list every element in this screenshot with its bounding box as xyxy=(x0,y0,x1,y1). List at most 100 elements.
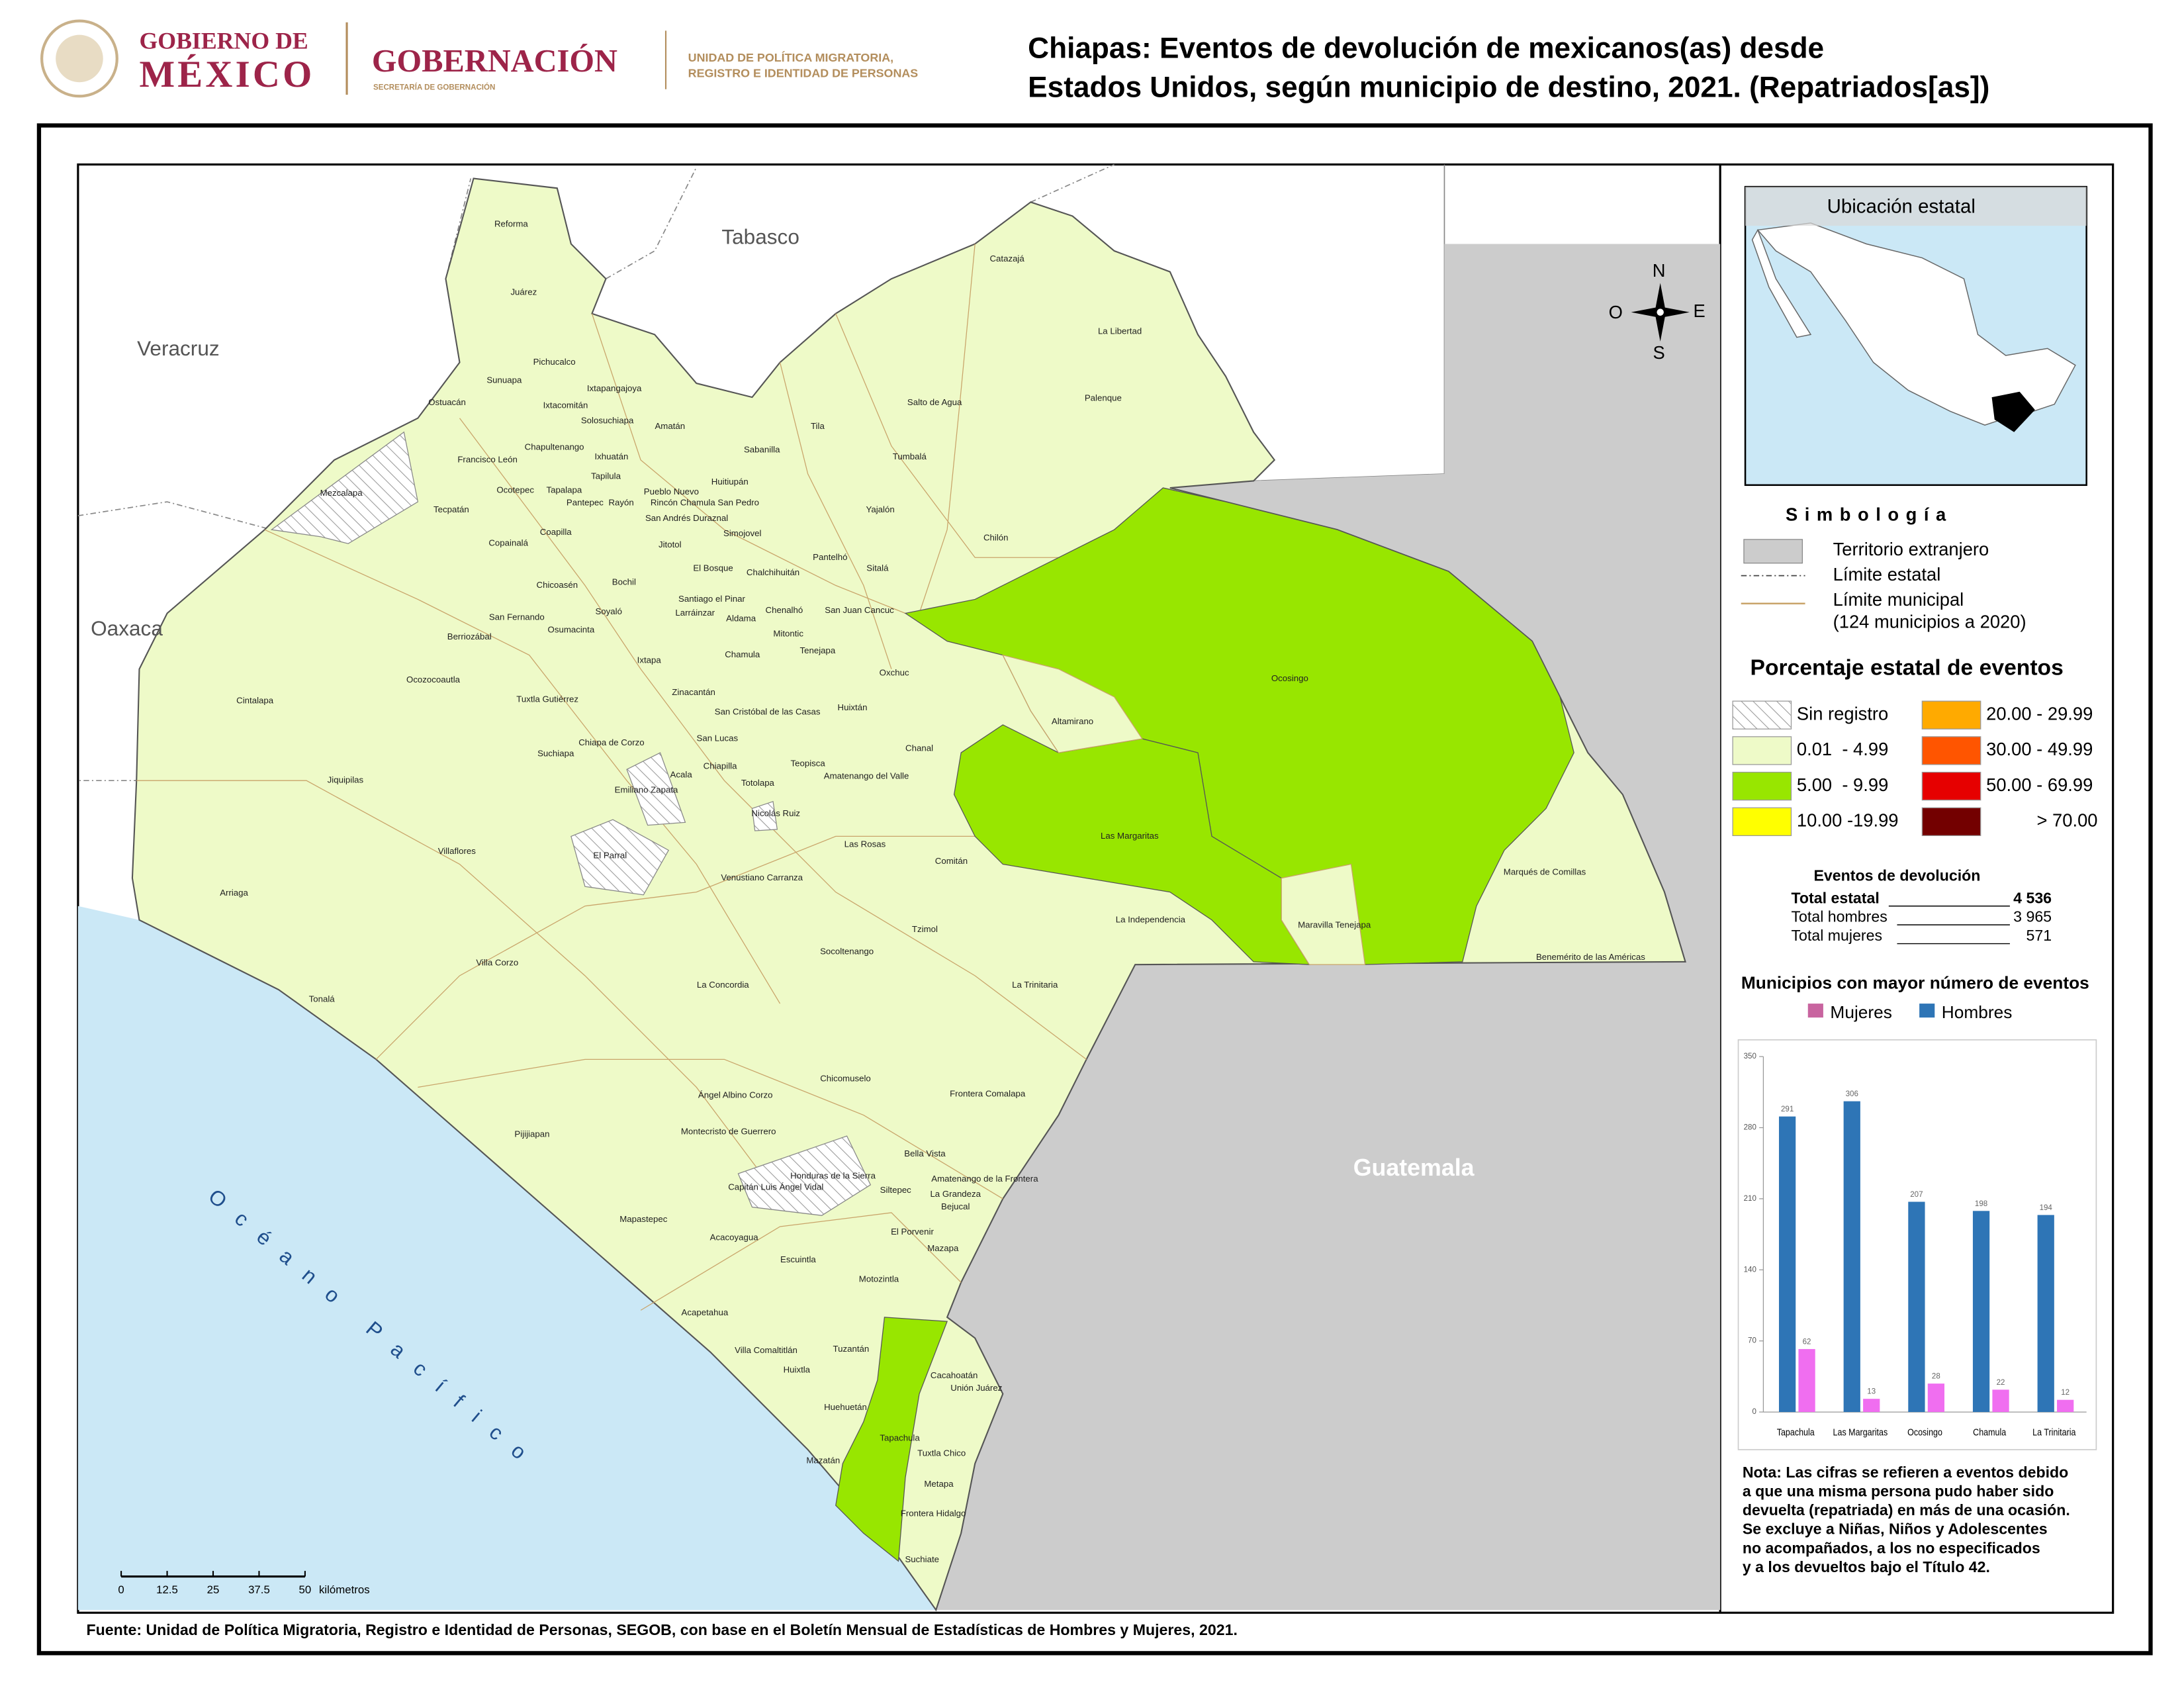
note-line: y a los devueltos bajo el Título 42. xyxy=(1743,1558,1990,1575)
chart-title: Municipios con mayor número de eventos xyxy=(1741,973,2089,993)
municipality-label: Altamirano xyxy=(1052,716,1093,726)
source: Fuente: Unidad de Política Migratoria, R… xyxy=(86,1621,1237,1638)
y-tick-label: 70 xyxy=(1748,1337,1756,1345)
municipality-label: Tapachula xyxy=(880,1433,920,1443)
emblem-core xyxy=(56,34,103,83)
municipality-label: Socoltenango xyxy=(820,947,874,957)
municipality-label: Solosuchiapa xyxy=(581,415,634,425)
municipality-label: Reforma xyxy=(494,219,528,229)
totals-title: Eventos de devolución xyxy=(1813,867,1980,884)
scale-unit: kilómetros xyxy=(319,1583,370,1596)
municipal-limit xyxy=(418,1058,1003,1199)
bar xyxy=(1843,1101,1860,1413)
y-tick-label: 0 xyxy=(1752,1408,1756,1416)
municipality-label: Chapultenango xyxy=(525,442,584,451)
class-swatch xyxy=(1921,807,1981,836)
no-record-area xyxy=(626,752,686,826)
municipality-label: Escuintla xyxy=(780,1254,816,1264)
municipality-label: Sitalá xyxy=(866,563,889,573)
municipal-limit xyxy=(919,244,976,614)
inset-title: Ubicación estatal xyxy=(1827,196,1976,218)
municipality-label: San Cristóbal de las Casas xyxy=(715,707,821,717)
bar xyxy=(1972,1211,1990,1413)
class-area xyxy=(835,1317,948,1562)
municipality-label: Palenque xyxy=(1085,393,1122,403)
class-label: 30.00 - 49.99 xyxy=(1986,739,2093,759)
ocean xyxy=(77,906,936,1611)
municipality-label: Ostuacán xyxy=(428,397,466,407)
municipality-label: Zinacantán xyxy=(672,687,715,697)
municipality-label: Tenejapa xyxy=(800,645,836,655)
municipality-label: Cintalapa xyxy=(236,696,274,706)
municipality-label: El Porvenir xyxy=(891,1227,934,1237)
municipality-label: Bejucal xyxy=(941,1201,970,1211)
municipality-label: Tzimol xyxy=(912,924,938,934)
municipality-label: Coapilla xyxy=(540,527,572,537)
municipality-label: Huitiupán xyxy=(711,477,749,487)
municipality-label: Osumacinta xyxy=(548,624,595,634)
municipality-label: Simojovel xyxy=(723,528,761,538)
scale-label: 0 xyxy=(118,1583,124,1596)
municipality-label: Pantepec xyxy=(567,498,604,508)
municipality-label: Pantelhó xyxy=(813,552,847,562)
country-label: Guatemala xyxy=(1353,1154,1475,1181)
municipality-label: Huixtla xyxy=(784,1364,811,1374)
municipality-label: Pichucalco xyxy=(533,357,576,367)
municipality-label: Las Margaritas xyxy=(1101,831,1159,841)
municipality-label: La Grandeza xyxy=(930,1189,981,1199)
bar xyxy=(1863,1399,1880,1413)
municipality-label: Mazatán xyxy=(806,1455,840,1465)
municipality-label: Villa Comaltitlán xyxy=(735,1345,797,1355)
municipality-label: Salto de Agua xyxy=(907,397,962,407)
municipality-label: Tuxtla Chico xyxy=(917,1448,966,1458)
note-line: Se excluye a Niñas, Niños y Adolescentes xyxy=(1743,1521,2048,1538)
municipality-label: Mitontic xyxy=(773,629,803,639)
municipality-label: Suchiate xyxy=(905,1554,939,1564)
no-record-area xyxy=(751,800,778,831)
municipality-label: Chenalhó xyxy=(766,605,803,615)
municipality-label: Metapa xyxy=(924,1479,954,1489)
municipality-label: Rayón xyxy=(608,498,633,508)
municipality-label: Las Rosas xyxy=(844,839,886,849)
municipality-label: Emiliano Zapata xyxy=(615,784,678,794)
municipality-label: Sabanilla xyxy=(744,445,780,455)
municipality-label: La Trinitaria xyxy=(1012,980,1058,990)
municipality-label: Ocosingo xyxy=(1271,673,1308,683)
municipality-label: Mapastepec xyxy=(619,1214,668,1224)
scale-label: 12.5 xyxy=(156,1583,178,1596)
municipality-label: Venustiano Carranza xyxy=(721,872,803,882)
municipality-label: Totolapa xyxy=(741,778,775,788)
municipality-label: Francisco León xyxy=(457,454,518,464)
unit-line: UNIDAD DE POLÍTICA MIGRATORIA, xyxy=(688,50,893,64)
value-label: 22 xyxy=(1997,1379,2005,1387)
municipality-label: Juárez xyxy=(510,287,537,297)
legend-swatch xyxy=(1807,1004,1823,1018)
x-tick-label: La Trinitaria xyxy=(2032,1427,2076,1438)
municipality-label: Sunuapa xyxy=(486,375,522,385)
value-label: 12 xyxy=(2061,1389,2070,1397)
totals-value: 3 965 xyxy=(2013,908,2052,925)
baja-shape xyxy=(1751,228,1812,338)
emblem xyxy=(40,19,118,98)
y-tick-label: 210 xyxy=(1744,1195,1756,1203)
scale-label: 25 xyxy=(207,1583,220,1596)
bar xyxy=(2057,1399,2074,1413)
state-limit xyxy=(1030,164,1115,203)
x-tick-label: Tapachula xyxy=(1777,1427,1815,1438)
class-swatch xyxy=(1732,700,1792,729)
class-swatch xyxy=(1732,771,1792,801)
municipality-label: La Independencia xyxy=(1116,914,1186,924)
bar xyxy=(1927,1383,1945,1413)
municipality-label: Rincón Chamula San Pedro xyxy=(651,498,759,508)
region-label: Tabasco xyxy=(721,224,799,248)
compass-label: O xyxy=(1609,302,1623,322)
municipality-label: La Concordia xyxy=(697,980,749,990)
municipality-label: Acacoyagua xyxy=(710,1232,759,1242)
region-label: Oaxaca xyxy=(91,616,163,640)
symbology-item: Límite estatal xyxy=(1833,564,1941,585)
chiapas-location xyxy=(1991,391,2035,432)
symbology-item: (124 municipios a 2020) xyxy=(1833,611,2026,632)
municipal-limit xyxy=(779,362,892,669)
municipality-label: Tumbalá xyxy=(893,451,927,461)
